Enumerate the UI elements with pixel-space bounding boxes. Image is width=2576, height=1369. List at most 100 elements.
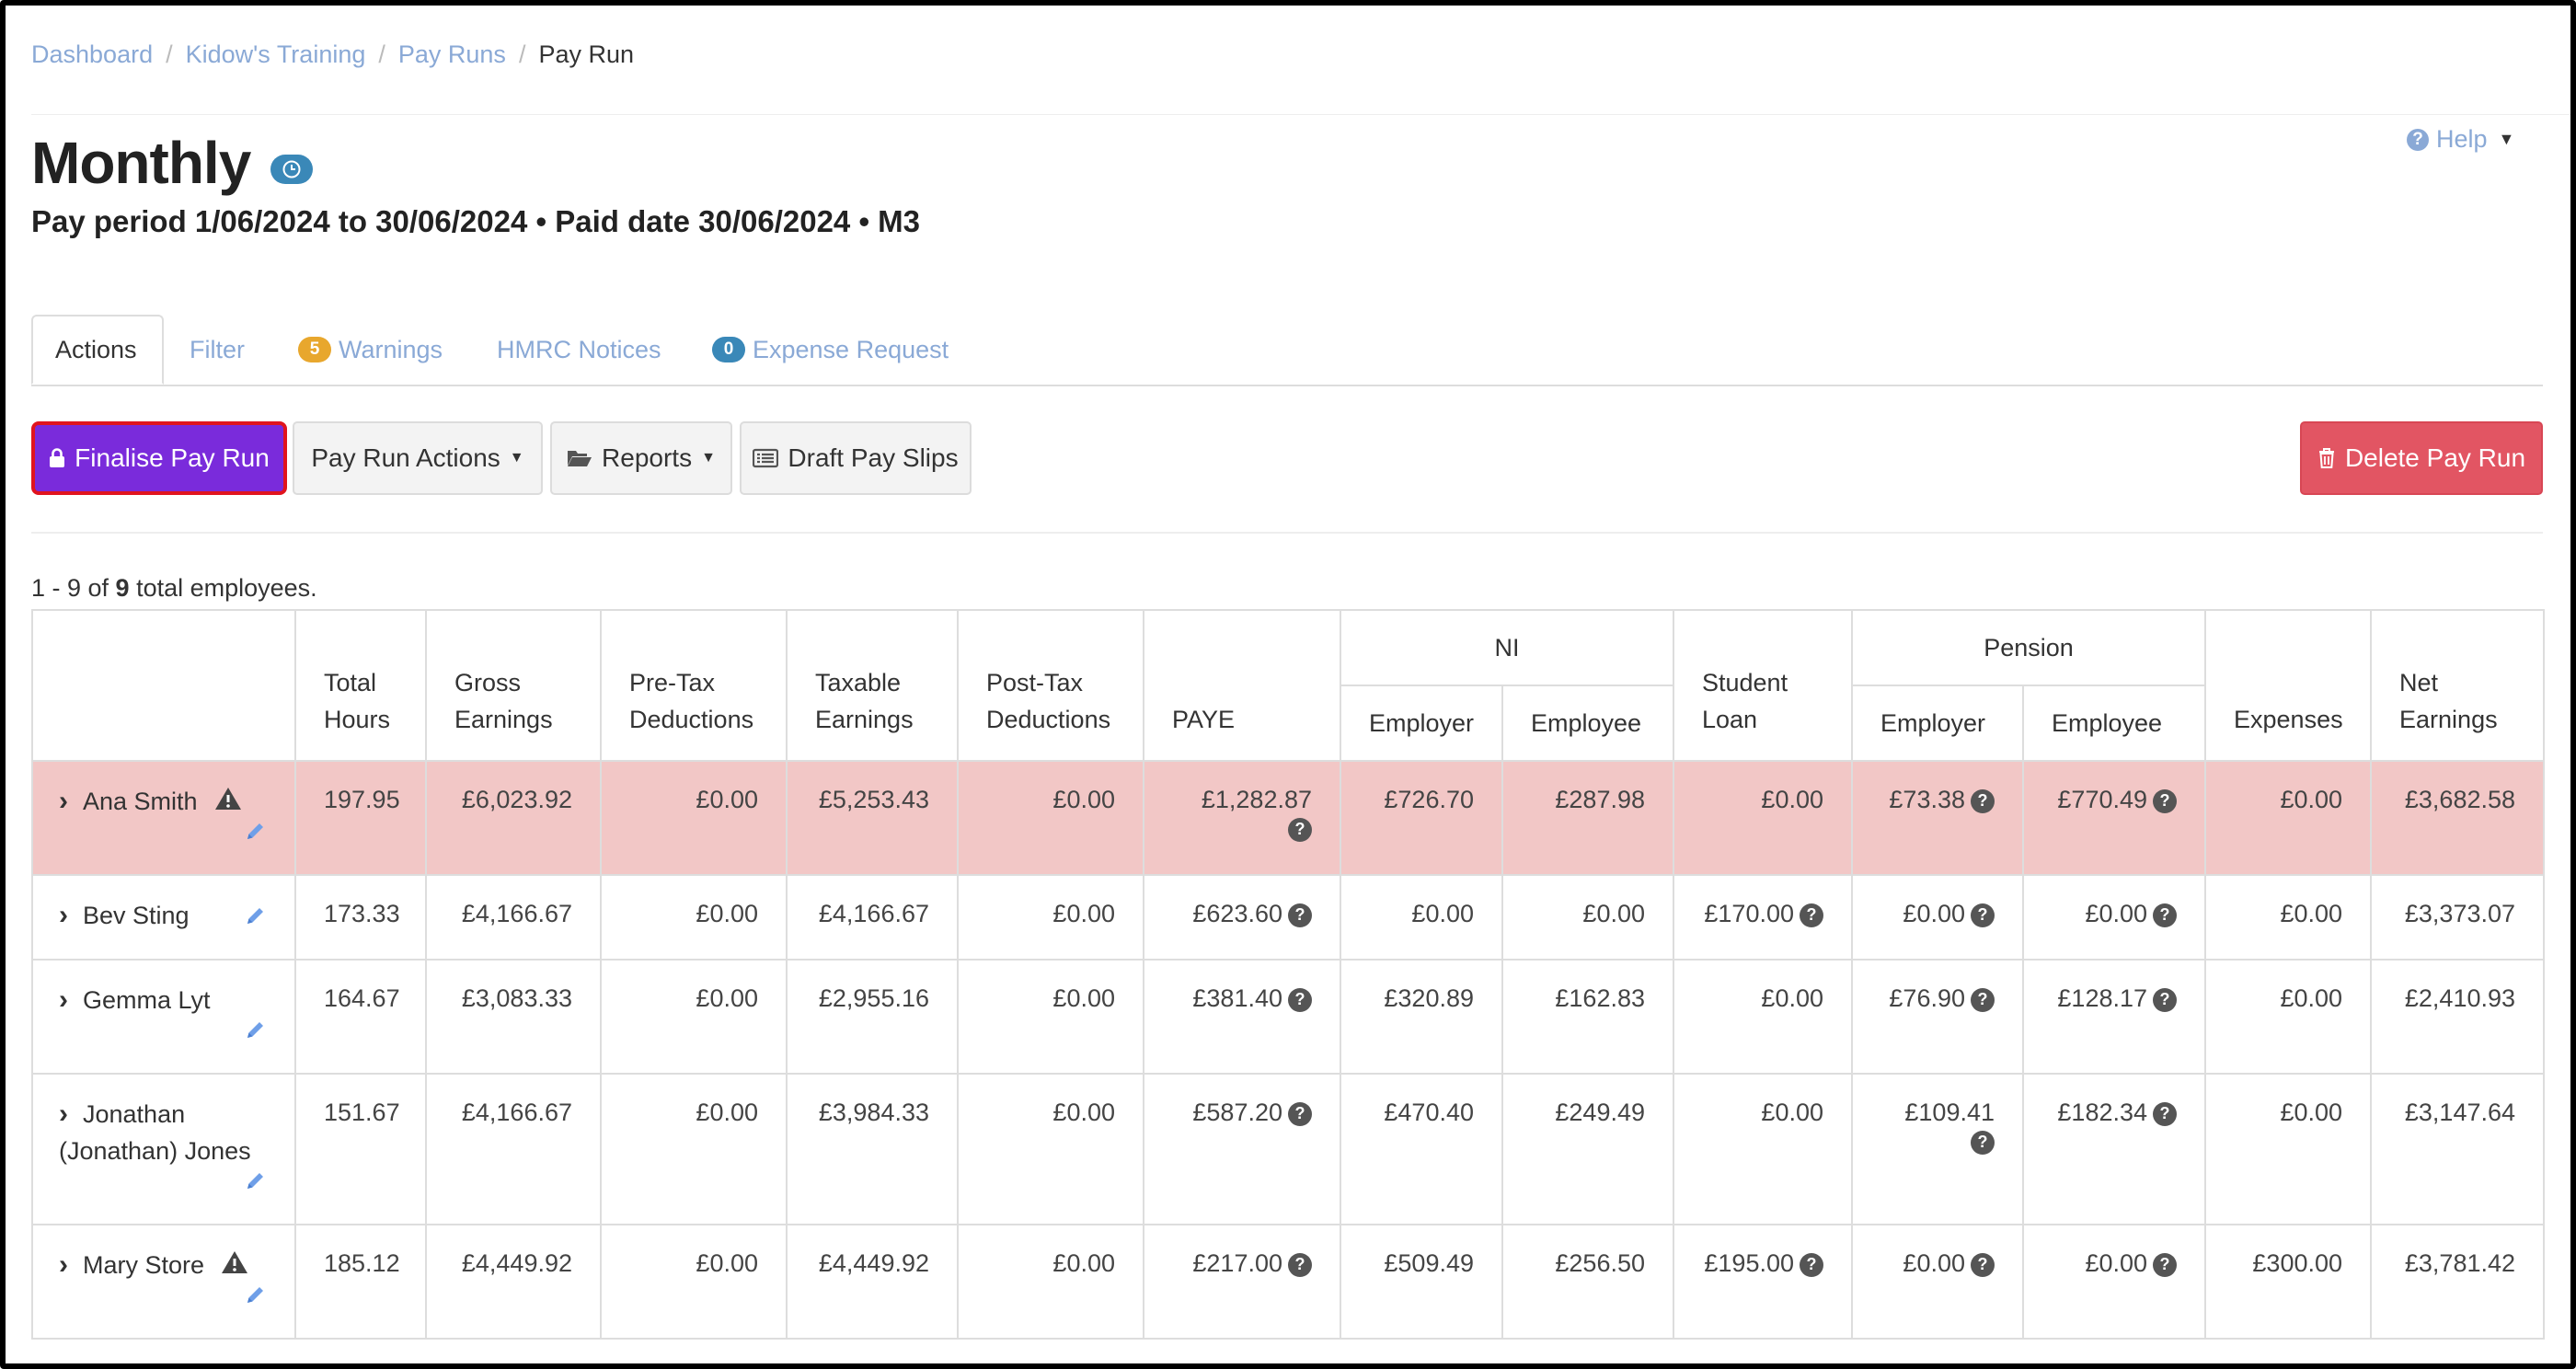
- question-circle-icon[interactable]: ?: [1971, 788, 1995, 813]
- cell-value: £0.00: [1052, 1099, 1115, 1126]
- employee-name[interactable]: Mary Store: [83, 1250, 205, 1279]
- warning-triangle-icon[interactable]: [214, 787, 242, 817]
- employee-name[interactable]: Bev Sting: [83, 901, 190, 929]
- folder-open-icon: [568, 451, 592, 466]
- cell-value: £0.00: [696, 1249, 758, 1277]
- chevron-right-icon[interactable]: ›: [59, 900, 68, 930]
- cell-employee-name[interactable]: › Bev Sting: [31, 874, 296, 961]
- finalise-label: Finalise Pay Run: [75, 443, 270, 472]
- question-circle-icon[interactable]: ?: [1971, 1130, 1995, 1155]
- question-circle-icon: ?: [2407, 128, 2429, 151]
- count-total: 9: [115, 574, 130, 602]
- question-circle-icon[interactable]: ?: [1971, 1252, 1995, 1277]
- cell-value: £0.00: [2280, 1099, 2343, 1126]
- breadcrumb-training[interactable]: Kidow's Training: [185, 40, 366, 68]
- chevron-right-icon[interactable]: ›: [59, 1099, 68, 1129]
- header-text: Earnings: [454, 706, 553, 733]
- cell-ni-employer: £320.89: [1340, 959, 1503, 1075]
- clock-icon[interactable]: [270, 155, 314, 184]
- question-circle-icon[interactable]: ?: [1800, 1252, 1823, 1277]
- cell-employee-name[interactable]: › Mary Store: [31, 1224, 296, 1340]
- pay-run-actions-button[interactable]: Pay Run Actions ▼: [293, 421, 543, 495]
- question-circle-icon[interactable]: ?: [1971, 903, 1995, 927]
- pay-run-table: Total Hours Gross Earnings Pre-Tax Deductio…: [31, 609, 2546, 1340]
- help-dropdown[interactable]: ? Help ▼: [2407, 125, 2514, 154]
- warning-triangle-icon[interactable]: [221, 1250, 248, 1281]
- pencil-icon[interactable]: [245, 1169, 267, 1198]
- cell-employee-name[interactable]: › Jonathan (Jonathan) Jones: [31, 1073, 296, 1225]
- question-circle-icon[interactable]: ?: [2153, 788, 2178, 813]
- cell-value: £0.00: [696, 786, 758, 813]
- question-circle-icon[interactable]: ?: [2153, 1252, 2178, 1277]
- table-row[interactable]: › Ana Smith 197.95 £6,023.92 £0.00 £5,253.43 £…: [31, 760, 2546, 876]
- cell-pre-tax-deductions: £0.00: [600, 1073, 788, 1225]
- finalise-pay-run-button[interactable]: Finalise Pay Run: [31, 421, 287, 495]
- table-row[interactable]: › Gemma Lyt 164.67 £3,083.33 £0.00 £2,955.16 £…: [31, 959, 2546, 1075]
- cell-value: £0.00: [1903, 1249, 1965, 1277]
- chevron-right-icon[interactable]: ›: [59, 1249, 68, 1280]
- cell-value: £0.00: [696, 900, 758, 927]
- question-circle-icon[interactable]: ?: [2153, 903, 2178, 927]
- tab-hmrc-notices[interactable]: HMRC Notices: [497, 315, 661, 385]
- table-row[interactable]: › Jonathan (Jonathan) Jones 151.67 £4,166.67…: [31, 1073, 2546, 1225]
- cell-ni-employee: £256.50: [1501, 1224, 1674, 1340]
- question-circle-icon[interactable]: ?: [2153, 1101, 2178, 1126]
- cell-value: £76.90: [1889, 984, 1965, 1012]
- breadcrumb-pay-runs[interactable]: Pay Runs: [397, 40, 506, 68]
- employee-name[interactable]: Jonathan: [83, 1099, 186, 1128]
- cell-value: £320.89: [1384, 984, 1474, 1012]
- header-pension-employer: Employer: [1851, 684, 2024, 762]
- employee-name-continued[interactable]: (Jonathan) Jones: [59, 1137, 251, 1165]
- cell-ni-employee: £287.98: [1501, 760, 1674, 876]
- cell-ni-employee: £249.49: [1501, 1073, 1674, 1225]
- tab-filter[interactable]: Filter: [190, 315, 245, 385]
- pencil-icon[interactable]: [245, 904, 267, 933]
- cell-value: 197.95: [324, 786, 400, 813]
- chevron-right-icon[interactable]: ›: [59, 984, 68, 1015]
- breadcrumb-dashboard[interactable]: Dashboard: [31, 40, 154, 68]
- cell-value: £0.00: [1903, 900, 1965, 927]
- tab-warnings[interactable]: 5 Warnings: [298, 315, 443, 385]
- tab-expense-request[interactable]: 0 Expense Request: [712, 315, 949, 385]
- header-pre-tax-deductions: Pre-Tax Deductions: [600, 609, 788, 762]
- cell-value: £3,984.33: [818, 1099, 929, 1126]
- question-circle-icon[interactable]: ?: [1288, 1101, 1312, 1126]
- count-prefix: 1 - 9 of: [31, 574, 116, 602]
- header-ni-employee: Employee: [1501, 684, 1674, 762]
- table-row[interactable]: › Bev Sting 173.33 £4,166.67 £0.00 £4,166.67 £…: [31, 874, 2546, 961]
- question-circle-icon[interactable]: ?: [2153, 987, 2178, 1012]
- question-circle-icon[interactable]: ?: [1288, 987, 1312, 1012]
- draft-pay-slips-button[interactable]: Draft Pay Slips: [740, 421, 972, 495]
- pencil-icon[interactable]: [245, 820, 267, 848]
- reports-button[interactable]: Reports ▼: [550, 421, 732, 495]
- cell-net-earnings: £3,147.64: [2370, 1073, 2546, 1225]
- pencil-icon[interactable]: [245, 1018, 267, 1047]
- question-circle-icon[interactable]: ?: [1288, 903, 1312, 927]
- cell-value: £4,449.92: [818, 1249, 929, 1277]
- question-circle-icon[interactable]: ?: [1288, 817, 1312, 842]
- cell-paye: £381.40?: [1143, 959, 1341, 1075]
- cell-value: £2,410.93: [2404, 984, 2516, 1012]
- cell-value: £0.00: [696, 1099, 758, 1126]
- employee-name[interactable]: Ana Smith: [83, 787, 198, 815]
- header-text: Deductions: [629, 706, 754, 733]
- question-circle-icon[interactable]: ?: [1800, 903, 1823, 927]
- cell-employee-name[interactable]: › Gemma Lyt: [31, 959, 296, 1075]
- cell-employee-name[interactable]: › Ana Smith: [31, 760, 296, 876]
- question-circle-icon[interactable]: ?: [1288, 1252, 1312, 1277]
- chevron-right-icon[interactable]: ›: [59, 786, 68, 816]
- employee-name[interactable]: Gemma Lyt: [83, 985, 211, 1014]
- tab-filter-label: Filter: [190, 335, 245, 363]
- cell-gross-earnings: £3,083.33: [425, 959, 602, 1075]
- question-circle-icon[interactable]: ?: [1971, 987, 1995, 1012]
- table-row[interactable]: › Mary Store 185.12 £4,449.92 £0.00 £4,449.92…: [31, 1224, 2546, 1340]
- delete-pay-run-button[interactable]: Delete Pay Run: [2300, 421, 2543, 495]
- tab-actions[interactable]: Actions: [31, 315, 164, 385]
- pencil-icon[interactable]: [245, 1283, 267, 1312]
- employee-name-line: › Mary Store: [59, 1249, 267, 1281]
- cell-taxable-earnings: £2,955.16: [786, 959, 959, 1075]
- page-title: Monthly: [31, 130, 251, 196]
- employee-count: 1 - 9 of 9 total employees.: [31, 574, 317, 603]
- cell-value: £1,282.87: [1201, 786, 1312, 813]
- count-suffix: total employees.: [129, 574, 317, 602]
